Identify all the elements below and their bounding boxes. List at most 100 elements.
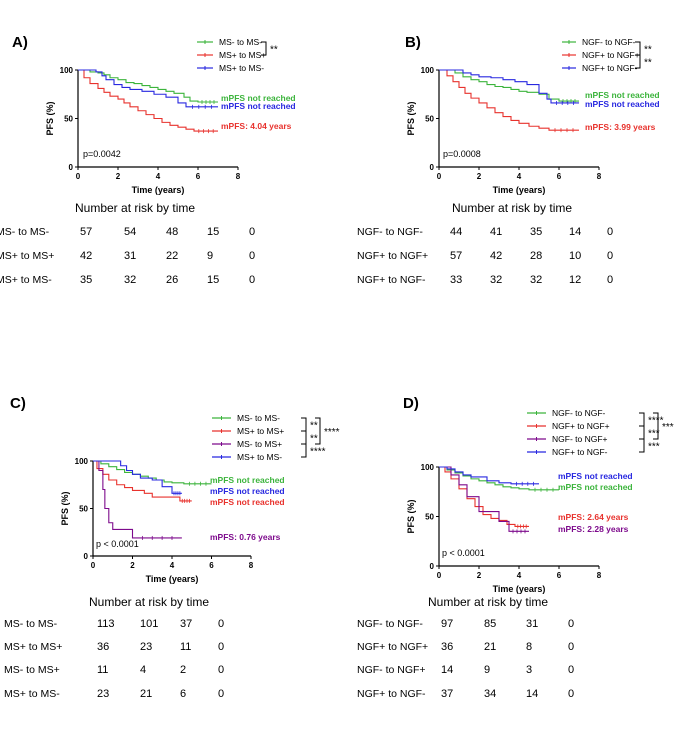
panel-label: C) (10, 395, 26, 412)
risk-count: 41 (490, 226, 502, 238)
legend-label: NGF- to NGF+ (552, 434, 608, 444)
panel-C: C) MS- to MS- MS+ to MS+ MS- to MS+ MS+ to M… (4, 395, 340, 700)
y-axis-label: PFS (%) (406, 101, 416, 135)
significance-bracket (639, 412, 645, 427)
risk-count: 21 (140, 688, 152, 700)
risk-count: 31 (124, 250, 136, 262)
risk-table-title: Number at risk by time (89, 595, 209, 609)
median-pfs-annotation: mPFS not reached (221, 93, 296, 103)
median-pfs-annotation: mPFS not reached (210, 486, 285, 496)
risk-count: 3 (526, 664, 532, 676)
risk-count: 14 (569, 226, 581, 238)
risk-row-label: MS+ to MS+ (0, 250, 54, 262)
median-pfs-annotation: mPFS: 4.04 years (221, 121, 292, 131)
km-curve-red (439, 69, 579, 131)
y-tick-label: 0 (69, 163, 74, 172)
x-tick-label: 2 (130, 561, 135, 570)
legend-label: NGF- to NGF- (552, 408, 606, 418)
risk-count: 2 (180, 664, 186, 676)
risk-count: 85 (484, 618, 496, 630)
risk-count: 11 (97, 664, 108, 676)
risk-count: 34 (484, 688, 496, 700)
significance-bracket (261, 41, 267, 56)
risk-count: 0 (568, 618, 574, 630)
y-tick-label: 0 (430, 163, 435, 172)
p-value: p < 0.0001 (442, 548, 485, 558)
legend: NGF- to NGF- NGF+ to NGF+ NGF- to NGF+ NGF+… (527, 408, 674, 457)
risk-count: 57 (450, 250, 462, 262)
risk-count: 35 (530, 226, 542, 238)
risk-count: 0 (607, 274, 613, 286)
risk-count: 23 (97, 688, 109, 700)
x-tick-label: 2 (477, 571, 482, 580)
risk-row-label: NGF+ to NGF- (357, 274, 426, 286)
y-axis-label: PFS (%) (60, 491, 70, 525)
risk-count: 10 (569, 250, 581, 262)
x-tick-label: 4 (170, 561, 175, 570)
y-tick-label: 50 (425, 115, 434, 124)
km-curve-green (439, 69, 579, 102)
significance-label: ** (310, 434, 318, 445)
risk-count: 54 (124, 226, 136, 238)
risk-count: 37 (180, 618, 192, 630)
x-tick-label: 0 (437, 172, 442, 181)
median-pfs-annotation: mPFS not reached (585, 99, 660, 109)
risk-count: 0 (249, 274, 255, 286)
median-pfs-annotation: mPFS not reached (558, 482, 633, 492)
p-value: p=0.0008 (443, 149, 481, 159)
y-tick-label: 50 (64, 115, 73, 124)
x-axis-label: Time (years) (493, 185, 546, 195)
risk-count: 42 (80, 250, 92, 262)
risk-count: 0 (218, 618, 224, 630)
risk-count: 15 (207, 226, 219, 238)
median-pfs-annotation: mPFS: 0.76 years (210, 532, 281, 542)
axes: 0 2 4 6 8 0 50 100 Time (years) PFS (%) p < 0.0001 (406, 463, 602, 594)
risk-count: 21 (484, 641, 496, 653)
risk-count: 0 (607, 226, 613, 238)
panel-D: D)NGF- to NGF-NGF+ to NGF+NGF- to NGF+NG… (357, 395, 674, 700)
legend-label: NGF+ to NGF+ (582, 50, 640, 60)
risk-count: 0 (218, 688, 224, 700)
significance-label: *** (662, 422, 674, 433)
risk-count: 12 (569, 274, 581, 286)
risk-count: 31 (526, 618, 538, 630)
risk-row-label: MS+ to MS- (0, 274, 52, 286)
legend-label: NGF+ to NGF- (552, 447, 608, 457)
significance-label: ** (644, 58, 652, 69)
panel-label: A) (12, 34, 28, 51)
legend-label: MS- to MS+ (237, 439, 282, 449)
y-tick-label: 0 (430, 562, 435, 571)
significance-bracket (639, 438, 645, 453)
risk-count: 28 (530, 250, 542, 262)
x-axis-label: Time (years) (146, 574, 199, 584)
median-pfs-annotation: mPFS: 2.64 years (558, 512, 629, 522)
risk-table-title: Number at risk by time (452, 201, 572, 215)
km-curve-purple (93, 460, 182, 539)
x-tick-label: 8 (249, 561, 254, 570)
risk-count: 32 (530, 274, 542, 286)
risk-row-label: MS- to MS+ (4, 664, 60, 676)
risk-row-label: MS+ to MS+ (4, 641, 62, 653)
risk-count: 14 (526, 688, 538, 700)
legend-label: MS+ to MS- (237, 452, 282, 462)
risk-count: 0 (568, 641, 574, 653)
axes: 0 2 4 6 8 0 50 100 Time (years) PFS (%) p=0.0008 (406, 66, 602, 195)
legend: MS- to MS- MS+ to MS+ MS- to MS+ MS+ to MS-… (212, 413, 340, 462)
risk-count: 37 (441, 688, 453, 700)
km-curve-green (78, 69, 218, 103)
x-tick-label: 4 (517, 571, 522, 580)
x-tick-label: 0 (76, 172, 81, 181)
risk-count: 0 (218, 664, 224, 676)
risk-table: Number at risk by time MS- to MS- 113 101 37… (4, 595, 224, 700)
risk-count: 0 (249, 226, 255, 238)
x-axis-label: Time (years) (493, 584, 546, 594)
significance-label: **** (324, 427, 340, 438)
significance-bracket (301, 443, 307, 458)
km-curve-blue (78, 69, 218, 108)
p-value: p < 0.0001 (96, 539, 139, 549)
risk-count: 22 (166, 250, 178, 262)
y-tick-label: 100 (421, 66, 435, 75)
legend-label: NGF+ to NGF+ (552, 421, 610, 431)
risk-row-label: NGF+ to NGF- (357, 688, 426, 700)
